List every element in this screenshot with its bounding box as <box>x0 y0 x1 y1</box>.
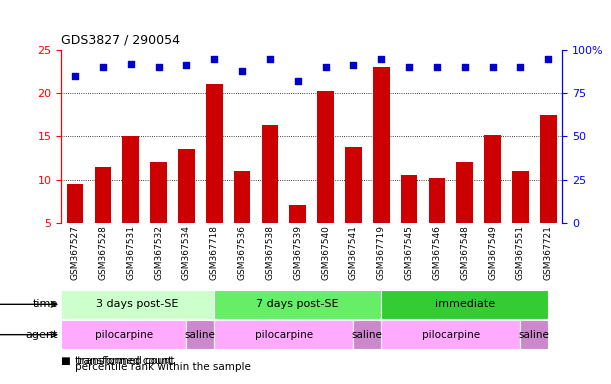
Text: saline: saline <box>519 329 550 340</box>
Point <box>265 56 275 62</box>
Bar <box>206 84 222 223</box>
Text: saline: saline <box>185 329 216 340</box>
Bar <box>122 136 139 223</box>
Text: immediate: immediate <box>434 299 495 310</box>
Point <box>237 68 247 74</box>
Text: GDS3827 / 290054: GDS3827 / 290054 <box>61 33 180 46</box>
Text: pilocarpine: pilocarpine <box>422 329 480 340</box>
Text: saline: saline <box>352 329 382 340</box>
Bar <box>61 320 186 349</box>
Bar <box>345 147 362 223</box>
Bar <box>512 171 529 223</box>
Point <box>432 64 442 70</box>
Bar <box>381 320 521 349</box>
Bar <box>456 162 473 223</box>
Bar <box>95 167 111 223</box>
Text: percentile rank within the sample: percentile rank within the sample <box>75 362 251 372</box>
Text: ■  transformed count: ■ transformed count <box>61 356 175 366</box>
Bar <box>401 175 417 223</box>
Point <box>321 64 331 70</box>
Point <box>293 78 302 84</box>
Bar <box>67 184 83 223</box>
Bar <box>353 320 381 349</box>
Bar <box>290 205 306 223</box>
Point <box>98 64 108 70</box>
Bar <box>61 290 214 319</box>
Bar <box>150 162 167 223</box>
Point <box>376 56 386 62</box>
Text: time: time <box>33 299 58 310</box>
Text: agent: agent <box>26 329 58 340</box>
Bar <box>214 320 353 349</box>
Text: pilocarpine: pilocarpine <box>95 329 153 340</box>
Point <box>126 61 136 67</box>
Point <box>70 73 80 79</box>
Bar <box>214 290 381 319</box>
Text: 7 days post-SE: 7 days post-SE <box>257 299 339 310</box>
Point <box>460 64 470 70</box>
Point <box>404 64 414 70</box>
Text: pilocarpine: pilocarpine <box>255 329 313 340</box>
Bar <box>484 135 501 223</box>
Point <box>516 64 525 70</box>
Text: transformed count: transformed count <box>75 356 172 366</box>
Bar <box>381 290 548 319</box>
Point <box>210 56 219 62</box>
Bar <box>540 115 557 223</box>
Bar <box>186 320 214 349</box>
Text: 3 days post-SE: 3 days post-SE <box>97 299 179 310</box>
Bar <box>233 171 251 223</box>
Bar <box>428 178 445 223</box>
Bar <box>178 149 195 223</box>
Bar <box>373 67 390 223</box>
Bar <box>262 125 278 223</box>
Bar <box>521 320 548 349</box>
Point <box>181 63 191 69</box>
Bar <box>317 91 334 223</box>
Point <box>488 64 497 70</box>
Point <box>153 64 163 70</box>
Point <box>348 63 358 69</box>
Point <box>543 56 553 62</box>
